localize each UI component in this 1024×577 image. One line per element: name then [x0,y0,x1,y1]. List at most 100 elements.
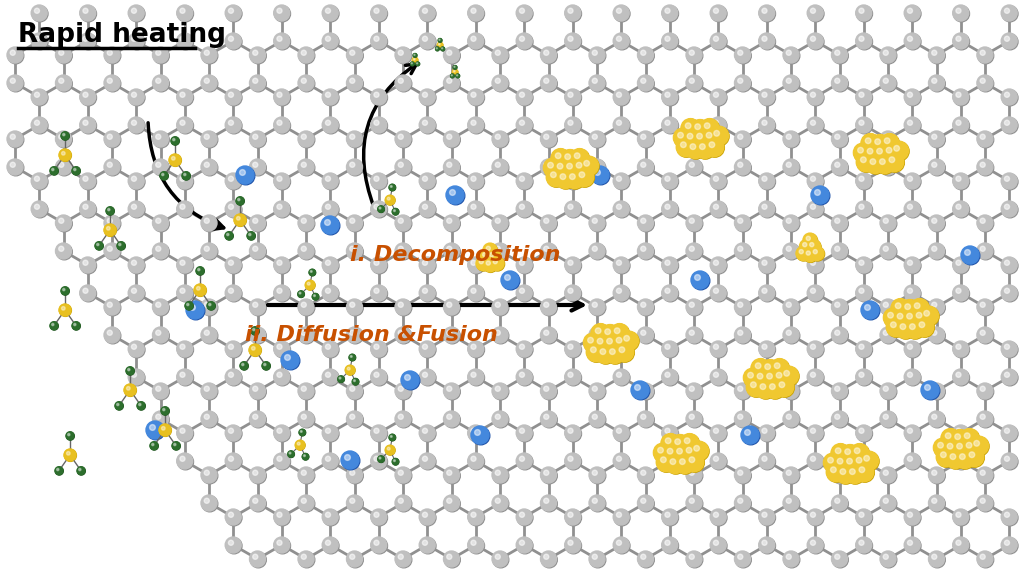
Circle shape [810,372,815,377]
Circle shape [471,372,476,377]
Circle shape [35,8,40,13]
Circle shape [177,174,194,190]
Circle shape [591,166,609,184]
Circle shape [228,540,233,545]
Circle shape [783,48,800,64]
Circle shape [662,425,678,441]
Circle shape [201,299,217,315]
Circle shape [225,285,242,301]
Circle shape [883,498,888,503]
Circle shape [104,76,121,92]
Circle shape [228,456,233,462]
Circle shape [347,48,364,64]
Circle shape [471,456,476,462]
Circle shape [253,134,258,139]
Circle shape [901,300,921,319]
Circle shape [641,386,646,391]
Circle shape [1005,204,1010,209]
Circle shape [396,468,412,484]
Circle shape [237,216,240,220]
Circle shape [662,5,678,21]
Circle shape [881,76,897,92]
Circle shape [735,328,752,344]
Circle shape [734,495,751,511]
Circle shape [616,288,622,293]
Circle shape [156,330,161,335]
Circle shape [469,370,484,386]
Circle shape [321,216,339,234]
Circle shape [922,382,940,400]
Circle shape [711,174,727,190]
Circle shape [568,120,573,125]
Circle shape [50,322,58,329]
Circle shape [298,159,314,175]
Circle shape [563,160,582,179]
Circle shape [681,119,700,137]
Circle shape [762,512,767,518]
Circle shape [398,78,403,83]
Circle shape [323,370,339,386]
Circle shape [589,551,605,567]
Circle shape [641,470,646,475]
Circle shape [638,244,654,260]
Circle shape [416,62,420,66]
Circle shape [932,134,937,139]
Circle shape [686,467,702,483]
Circle shape [61,287,70,295]
Circle shape [734,215,751,231]
Circle shape [552,149,570,168]
Circle shape [759,453,775,469]
Circle shape [686,140,706,159]
Circle shape [273,341,290,357]
Circle shape [952,89,969,105]
Circle shape [760,370,775,386]
Circle shape [955,120,961,125]
Circle shape [177,173,193,189]
Circle shape [565,90,582,106]
Circle shape [345,455,350,460]
Circle shape [562,159,582,178]
Circle shape [58,134,63,139]
Circle shape [169,155,181,166]
Circle shape [56,48,73,64]
Circle shape [614,328,620,334]
Circle shape [517,342,534,358]
Circle shape [228,92,233,98]
Circle shape [185,302,194,310]
Circle shape [808,454,824,470]
Circle shape [250,75,265,91]
Circle shape [686,159,702,175]
Circle shape [128,369,144,385]
Circle shape [298,243,314,259]
Circle shape [74,168,76,171]
Circle shape [323,286,339,302]
Circle shape [108,162,113,167]
Circle shape [273,117,290,133]
Circle shape [396,216,412,232]
Circle shape [171,137,179,145]
Circle shape [786,134,792,139]
Circle shape [204,78,209,83]
Circle shape [977,299,993,315]
Circle shape [714,456,719,462]
Circle shape [419,369,435,385]
Circle shape [610,324,630,343]
Circle shape [542,76,557,92]
Circle shape [156,246,161,252]
Circle shape [953,370,970,386]
Circle shape [797,247,811,261]
Circle shape [711,426,727,442]
Circle shape [597,338,603,344]
Circle shape [104,299,120,315]
Circle shape [734,551,751,567]
Circle shape [831,215,848,231]
Circle shape [616,456,622,462]
Circle shape [56,244,73,260]
Circle shape [326,428,331,433]
Circle shape [783,215,799,231]
Circle shape [638,215,653,231]
Circle shape [568,512,573,518]
Circle shape [493,76,509,92]
Circle shape [886,317,905,336]
Circle shape [907,288,912,293]
